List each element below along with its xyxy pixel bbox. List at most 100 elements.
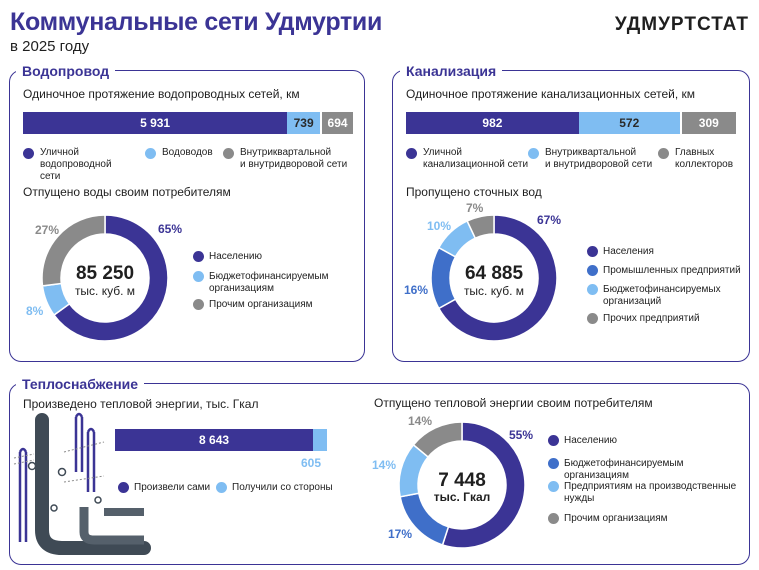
legend-dot	[548, 435, 559, 446]
sewer-donut-legend: Населения Промышленных предприятий Бюдже…	[587, 246, 747, 326]
legend-dot	[193, 251, 204, 262]
water-panel-title: Водопровод	[16, 63, 116, 79]
legend-item: Предприятиям на производственные нужды	[548, 481, 736, 505]
legend-label: Произвели сами	[134, 482, 211, 493]
legend-dot	[406, 148, 417, 159]
sewer-bar-legend: Уличной канализационной сети Внутрикварта…	[406, 147, 746, 177]
pipes-illustration	[13, 412, 151, 555]
legend-label: Водоводов	[162, 147, 213, 158]
heat-panel-title: Теплоснабжение	[16, 376, 145, 392]
legend-label: нужды	[564, 493, 595, 504]
legend-item: Уличной водопроводной сети	[23, 147, 133, 183]
legend-item: Произвели сами	[118, 482, 210, 494]
legend-item: Прочим организациям	[548, 513, 668, 525]
legend-dot	[216, 482, 227, 493]
water-donut-title: Отпущено воды своим потребителям	[23, 185, 231, 199]
heat-donut-slice-0	[441, 421, 526, 549]
sewer-donut-title: Пропущено сточных вод	[406, 185, 542, 199]
legend-label: Населению	[209, 251, 263, 262]
legend-dot	[587, 246, 598, 257]
legend-label: канализационной сети	[423, 159, 529, 170]
legend-label: Бюджетофинансируемым организациям	[564, 458, 684, 481]
heat-pct-other: 14%	[408, 414, 433, 428]
legend-label: Промышленных предприятий	[603, 265, 741, 276]
heat-donut-legend: Населению Бюджетофинансируемым организац…	[548, 435, 748, 527]
water-panel	[9, 70, 365, 362]
sewer-panel-title: Канализация	[400, 63, 503, 79]
sewer-bar: 982 572 309	[406, 112, 736, 134]
sewer-pct-industry: 16%	[404, 283, 429, 297]
legend-item: Населению	[548, 435, 617, 447]
heat-pct-industry: 14%	[372, 458, 397, 472]
legend-item: Внутриквартальной и внутридворовой сети	[223, 147, 363, 171]
brand-logo: УДМУРТСТАТ	[614, 14, 749, 35]
heat-panel	[9, 383, 750, 565]
legend-label: Бюджетофинансируемым	[209, 271, 329, 282]
legend-dot	[548, 481, 559, 492]
water-donut-center-value: 85 250	[75, 263, 135, 284]
legend-item: Бюджетофинансируемым организациям	[193, 271, 328, 295]
legend-dot	[23, 148, 34, 159]
legend-dot	[118, 482, 129, 493]
water-bar-title: Одиночное протяжение водопроводных сетей…	[23, 87, 300, 101]
legend-item: Уличной канализационной сети	[406, 147, 528, 171]
heat-bar-title: Произведено тепловой энергии, тыс. Гкал	[23, 397, 259, 411]
legend-label: Населения	[603, 246, 654, 257]
water-donut-chart	[41, 214, 169, 342]
legend-label: водопроводной сети	[40, 159, 112, 182]
heat-bar-value-external: 605	[301, 456, 322, 470]
legend-dot	[548, 513, 559, 524]
legend-item: Главных коллекторов	[658, 147, 733, 171]
heat-donut-slice-3	[412, 421, 463, 459]
legend-label: коллекторов	[675, 159, 734, 170]
legend-dot	[587, 284, 598, 295]
water-bar-value-street: 5 931	[140, 116, 171, 130]
legend-dot	[587, 265, 598, 276]
water-bar-legend: Уличной водопроводной сети Водоводов Внут…	[23, 147, 363, 182]
legend-item: Бюджетофинансируемым организациям	[548, 458, 748, 482]
sewer-donut-chart	[430, 214, 558, 342]
heat-bar-segment-own: 8 643	[115, 429, 314, 451]
legend-label: Главных	[675, 147, 715, 158]
legend-item: Получили со стороны	[216, 482, 333, 494]
heat-bar-value-own: 8 643	[199, 433, 230, 447]
heat-donut-center-value: 7 448	[438, 470, 486, 491]
sewer-donut-slice-3	[466, 214, 495, 240]
sewer-panel	[392, 70, 750, 362]
legend-dot	[587, 313, 598, 324]
sewer-donut-slice-0	[437, 214, 558, 342]
water-bar-segment-conduits: 739	[287, 112, 321, 134]
water-pct-budget: 8%	[26, 304, 44, 318]
legend-dot	[193, 299, 204, 310]
water-bar-value-conduits: 739	[293, 116, 314, 130]
page-title: Коммунальные сети Удмуртии	[10, 8, 383, 36]
heat-donut-chart	[398, 421, 526, 549]
legend-dot	[145, 148, 156, 159]
sewer-bar-value-collectors: 309	[698, 116, 719, 130]
water-bar-segment-yard: 694	[322, 112, 353, 134]
sewer-bar-title: Одиночное протяжение канализационных сет…	[406, 87, 696, 101]
legend-label: Предприятиям на производственные	[564, 481, 737, 492]
water-donut-slice-0	[52, 214, 169, 342]
sewer-bar-segment-yard: 572	[578, 112, 680, 134]
legend-label: организаций	[603, 296, 662, 307]
sewer-donut-center-value: 64 885	[464, 263, 524, 284]
legend-dot	[193, 271, 204, 282]
sewer-donut-center-unit: тыс. куб. м	[463, 284, 525, 298]
legend-label: Внутриквартальной	[545, 147, 637, 158]
sewer-bar-segment-collectors: 309	[681, 112, 736, 134]
sewer-bar-segment-street: 982	[406, 112, 579, 134]
legend-label: организациям	[209, 283, 274, 294]
page-subtitle: в 2025 году	[10, 38, 90, 55]
legend-dot	[658, 148, 669, 159]
legend-label: Внутриквартальной	[240, 147, 332, 158]
water-bar-value-yard: 694	[327, 116, 348, 130]
water-donut-legend: Населению Бюджетофинансируемым организаци…	[193, 251, 363, 321]
legend-item: Прочих предприятий	[587, 313, 700, 325]
water-donut-center-unit: тыс. куб. м	[74, 284, 136, 298]
legend-label: и внутридворовой сети	[545, 159, 653, 170]
legend-label: Бюджетофинансируемых	[603, 284, 721, 295]
water-pct-other: 27%	[35, 223, 60, 237]
legend-dot	[223, 148, 234, 159]
legend-label: и внутридворовой сети	[240, 159, 348, 170]
